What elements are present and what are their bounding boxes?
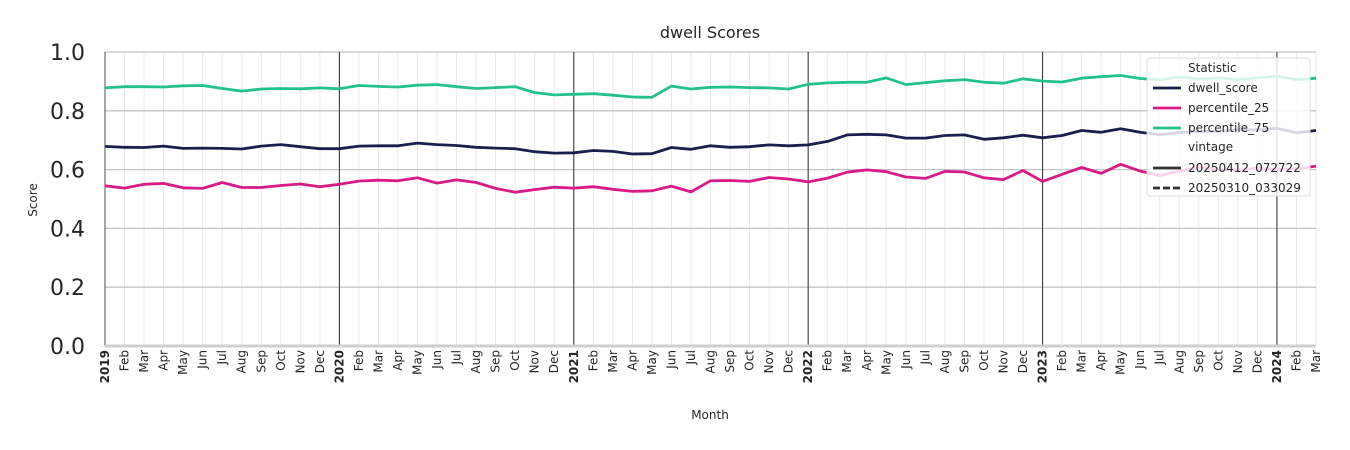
- x-tick-label-month: Mar: [137, 350, 151, 373]
- x-tick-label-month: Mar: [840, 350, 854, 373]
- x-tick-label-year: 2023: [1036, 350, 1050, 383]
- x-tick-label-month: Mar: [1075, 350, 1089, 373]
- x-tick-label-month: May: [411, 350, 425, 375]
- x-tick-label-month: Dec: [547, 350, 561, 373]
- x-tick-label-year: 2022: [801, 350, 815, 383]
- x-tick-label-month: Apr: [1094, 350, 1108, 371]
- x-tick-label-month: Jun: [1133, 350, 1147, 370]
- series-line-dwell-score: [104, 127, 1317, 156]
- x-axis-label: Month: [691, 408, 729, 422]
- x-tick-label-month: Dec: [1016, 350, 1030, 373]
- legend-box: [1146, 57, 1311, 197]
- x-tick-labels: 2019 Feb Mar Apr May Jun Jul Aug Sep Oct Nov Dec 202…: [98, 350, 1323, 384]
- major-grid: [105, 51, 1316, 288]
- y-tick-label: 0.6: [50, 159, 85, 184]
- x-tick-label-month: Nov: [762, 350, 776, 373]
- legend-vintage-label: 20250310_033029: [1188, 181, 1301, 195]
- axes: [104, 52, 1316, 348]
- x-tick-label-month: Apr: [860, 350, 874, 371]
- x-tick-label-month: Jun: [196, 350, 210, 370]
- x-tick-label-month: Feb: [586, 350, 600, 371]
- x-tick-label-year: 2021: [567, 350, 581, 383]
- x-tick-label-month: Oct: [274, 350, 288, 371]
- x-tick-label-month: Feb: [352, 350, 366, 371]
- x-tick-label-month: Feb: [118, 350, 132, 371]
- legend: Statistic dwell_score percentile_25percent…: [1146, 57, 1311, 197]
- legend-vintage-label: 20250412_072722: [1188, 161, 1301, 175]
- x-tick-label-month: May: [1114, 350, 1128, 375]
- x-tick-label-month: Oct: [743, 350, 757, 371]
- x-tick-label-month: Mar: [371, 350, 385, 373]
- x-tick-label-month: Aug: [704, 350, 718, 373]
- x-tick-label-month: Aug: [469, 350, 483, 373]
- x-tick-label-month: Jun: [899, 350, 913, 370]
- x-tick-label-month: May: [176, 350, 190, 375]
- x-tick-label-month: Sep: [254, 350, 268, 373]
- x-tick-label-month: Nov: [996, 350, 1010, 373]
- x-tick-label-month: Mar: [1309, 350, 1323, 373]
- x-tick-label-year: 2019: [98, 350, 112, 383]
- x-tick-label-month: Jul: [1153, 350, 1167, 365]
- x-tick-label-month: Jul: [918, 350, 932, 365]
- series-lines: [104, 74, 1317, 194]
- x-tick-label-month: Aug: [1172, 350, 1186, 373]
- y-axis-label: Score: [26, 183, 40, 217]
- x-tick-label-month: Dec: [782, 350, 796, 373]
- x-tick-label-month: Sep: [723, 350, 737, 373]
- x-tick-label-month: Aug: [235, 350, 249, 373]
- x-tick-label-month: Apr: [391, 350, 405, 371]
- x-tick-label-year: 2024: [1270, 350, 1284, 383]
- x-tick-label-month: Feb: [1055, 350, 1069, 371]
- x-tick-label-year: 2020: [332, 350, 346, 383]
- x-tick-label-month: Nov: [528, 350, 542, 373]
- x-tick-label-month: May: [645, 350, 659, 375]
- x-tick-label-month: Apr: [625, 350, 639, 371]
- x-tick-label-month: Feb: [1289, 350, 1303, 371]
- x-tick-label-month: Nov: [1231, 350, 1245, 373]
- x-tick-label-month: Jul: [450, 350, 464, 365]
- x-tick-label-month: Dec: [1250, 350, 1264, 373]
- series-line-percentile-25: [104, 162, 1317, 194]
- x-tick-label-month: Feb: [821, 350, 835, 371]
- chart-title: dwell Scores: [660, 23, 760, 42]
- x-tick-label-month: Aug: [938, 350, 952, 373]
- x-tick-label-month: Mar: [606, 350, 620, 373]
- y-tick-label: 0.8: [50, 100, 85, 125]
- x-tick-label-month: Sep: [489, 350, 503, 373]
- x-tick-label-month: Oct: [1211, 350, 1225, 371]
- legend-label: dwell_score: [1188, 81, 1258, 95]
- legend-title-vintage: vintage: [1188, 140, 1233, 154]
- x-tick-label-month: May: [879, 350, 893, 375]
- x-tick-label-month: Sep: [1192, 350, 1206, 373]
- x-tick-label-month: Jul: [215, 350, 229, 365]
- year-separators: [338, 52, 1278, 346]
- x-tick-label-month: Jun: [430, 350, 444, 370]
- series-line-percentile-75: [104, 74, 1317, 99]
- x-tick-label-month: Apr: [157, 350, 171, 371]
- legend-label: percentile_75: [1188, 121, 1269, 135]
- y-tick-label: 0.4: [50, 217, 85, 242]
- x-tick-label-month: Jul: [684, 350, 698, 365]
- y-tick-label: 0.2: [50, 276, 85, 301]
- y-tick-label: 0.0: [50, 335, 85, 360]
- x-tick-label-month: Jun: [664, 350, 678, 370]
- x-tick-label-month: Oct: [977, 350, 991, 371]
- legend-title-statistic: Statistic: [1188, 61, 1237, 75]
- x-tick-label-month: Oct: [508, 350, 522, 371]
- y-tick-label: 1.0: [50, 41, 85, 66]
- x-tick-label-month: Sep: [957, 350, 971, 373]
- minor-grid: [104, 52, 1317, 346]
- x-tick-label-month: Dec: [313, 350, 327, 373]
- x-tick-label-month: Nov: [293, 350, 307, 373]
- legend-label: percentile_25: [1188, 101, 1269, 115]
- y-tick-labels: 0.0 0.2 0.4 0.6 0.8 1.0: [50, 41, 85, 360]
